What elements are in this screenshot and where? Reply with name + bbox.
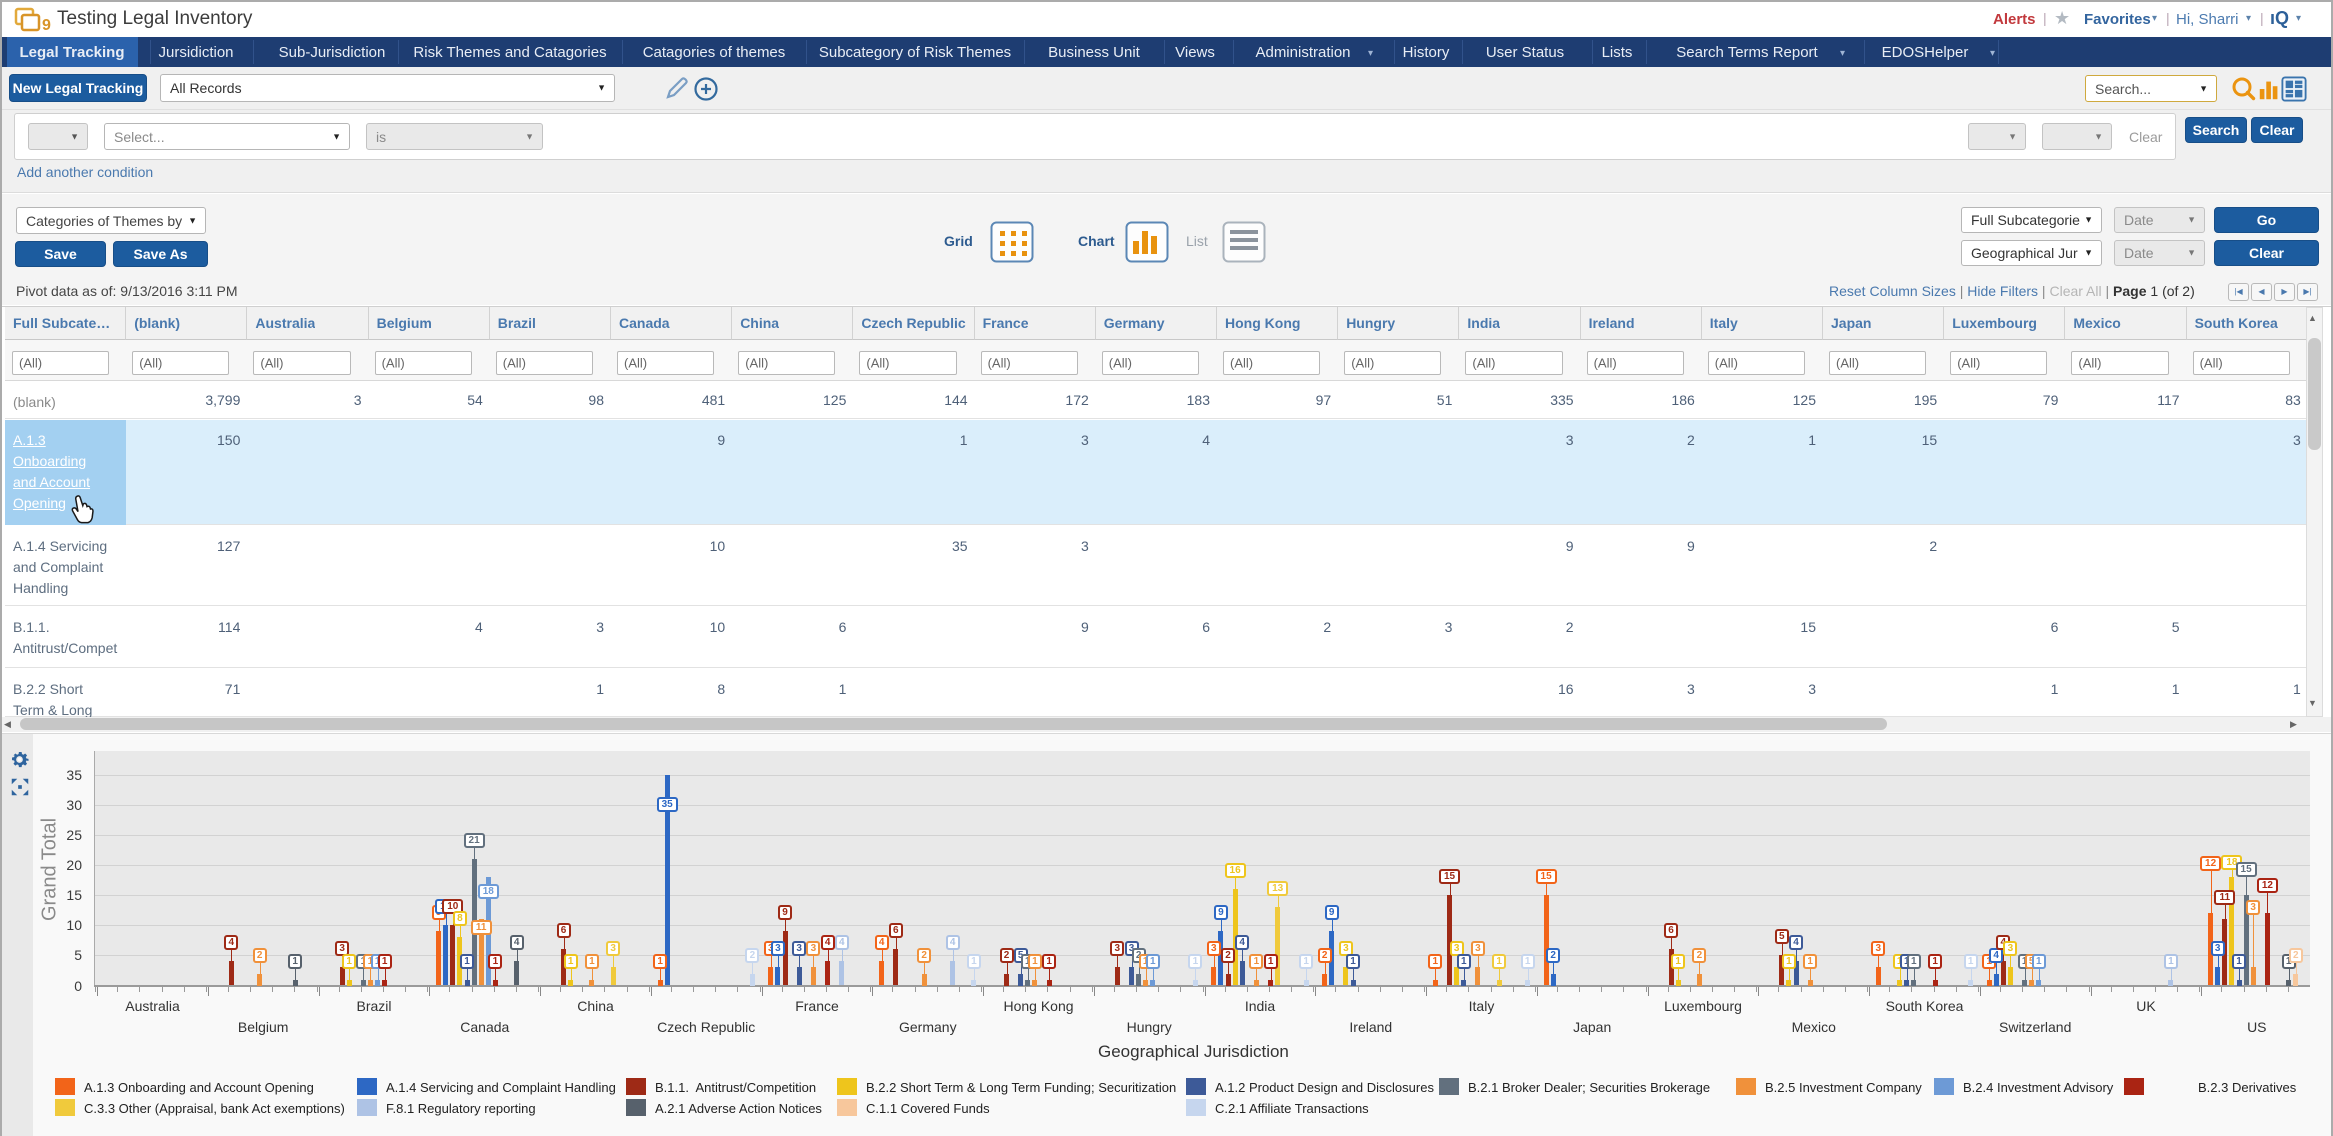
svg-text:9: 9 [42,17,51,34]
